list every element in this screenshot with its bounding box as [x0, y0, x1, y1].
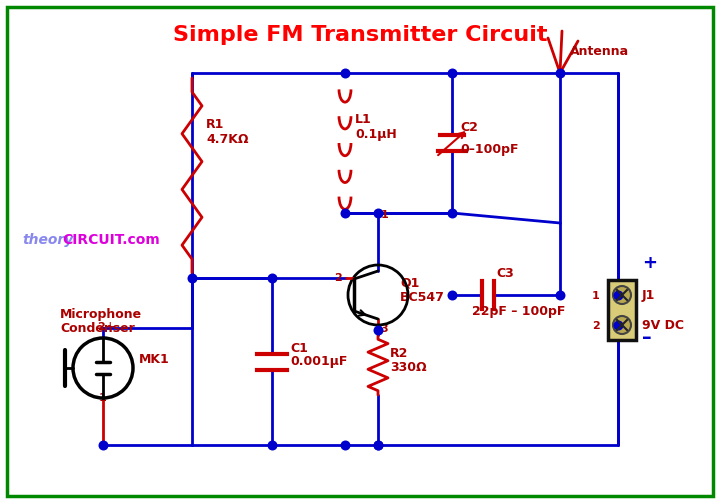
Text: theory: theory [22, 233, 73, 247]
Text: 330Ω: 330Ω [390, 361, 427, 374]
Text: Condenser: Condenser [60, 322, 135, 335]
Text: Q1: Q1 [400, 277, 419, 290]
Text: 1: 1 [592, 291, 600, 301]
Text: Simple FM Transmitter Circuit: Simple FM Transmitter Circuit [173, 25, 547, 45]
Text: 2: 2 [592, 321, 600, 331]
Text: BC547: BC547 [400, 291, 445, 304]
Circle shape [613, 316, 631, 334]
Text: 4.7KΩ: 4.7KΩ [206, 133, 248, 146]
Text: 1: 1 [381, 210, 389, 220]
Text: +: + [105, 320, 116, 333]
Text: 1: 1 [99, 393, 107, 403]
Text: 2: 2 [334, 273, 342, 283]
Bar [608, 280, 636, 340]
Text: R1: R1 [206, 118, 225, 131]
Text: J1: J1 [642, 289, 655, 302]
Text: 0.1μH: 0.1μH [355, 128, 397, 141]
Text: 9V DC: 9V DC [642, 319, 684, 332]
Text: R2: R2 [390, 347, 408, 360]
Text: 0–100pF: 0–100pF [460, 143, 518, 156]
Text: 0.001μF: 0.001μF [290, 356, 347, 369]
Text: 22pF – 100pF: 22pF – 100pF [472, 305, 565, 318]
Text: C3: C3 [496, 267, 514, 280]
Text: Microphone: Microphone [60, 308, 142, 321]
Text: C2: C2 [460, 121, 478, 134]
Text: CIRCUIT.com: CIRCUIT.com [62, 233, 160, 247]
Text: 2: 2 [97, 322, 104, 332]
Text: +: + [642, 254, 657, 272]
Text: 3: 3 [380, 324, 387, 334]
Circle shape [613, 286, 631, 304]
Text: C1: C1 [290, 342, 308, 355]
Text: L1: L1 [355, 113, 372, 126]
Text: Antenna: Antenna [570, 45, 629, 58]
Text: MK1: MK1 [139, 353, 170, 366]
Text: –: – [642, 328, 652, 347]
